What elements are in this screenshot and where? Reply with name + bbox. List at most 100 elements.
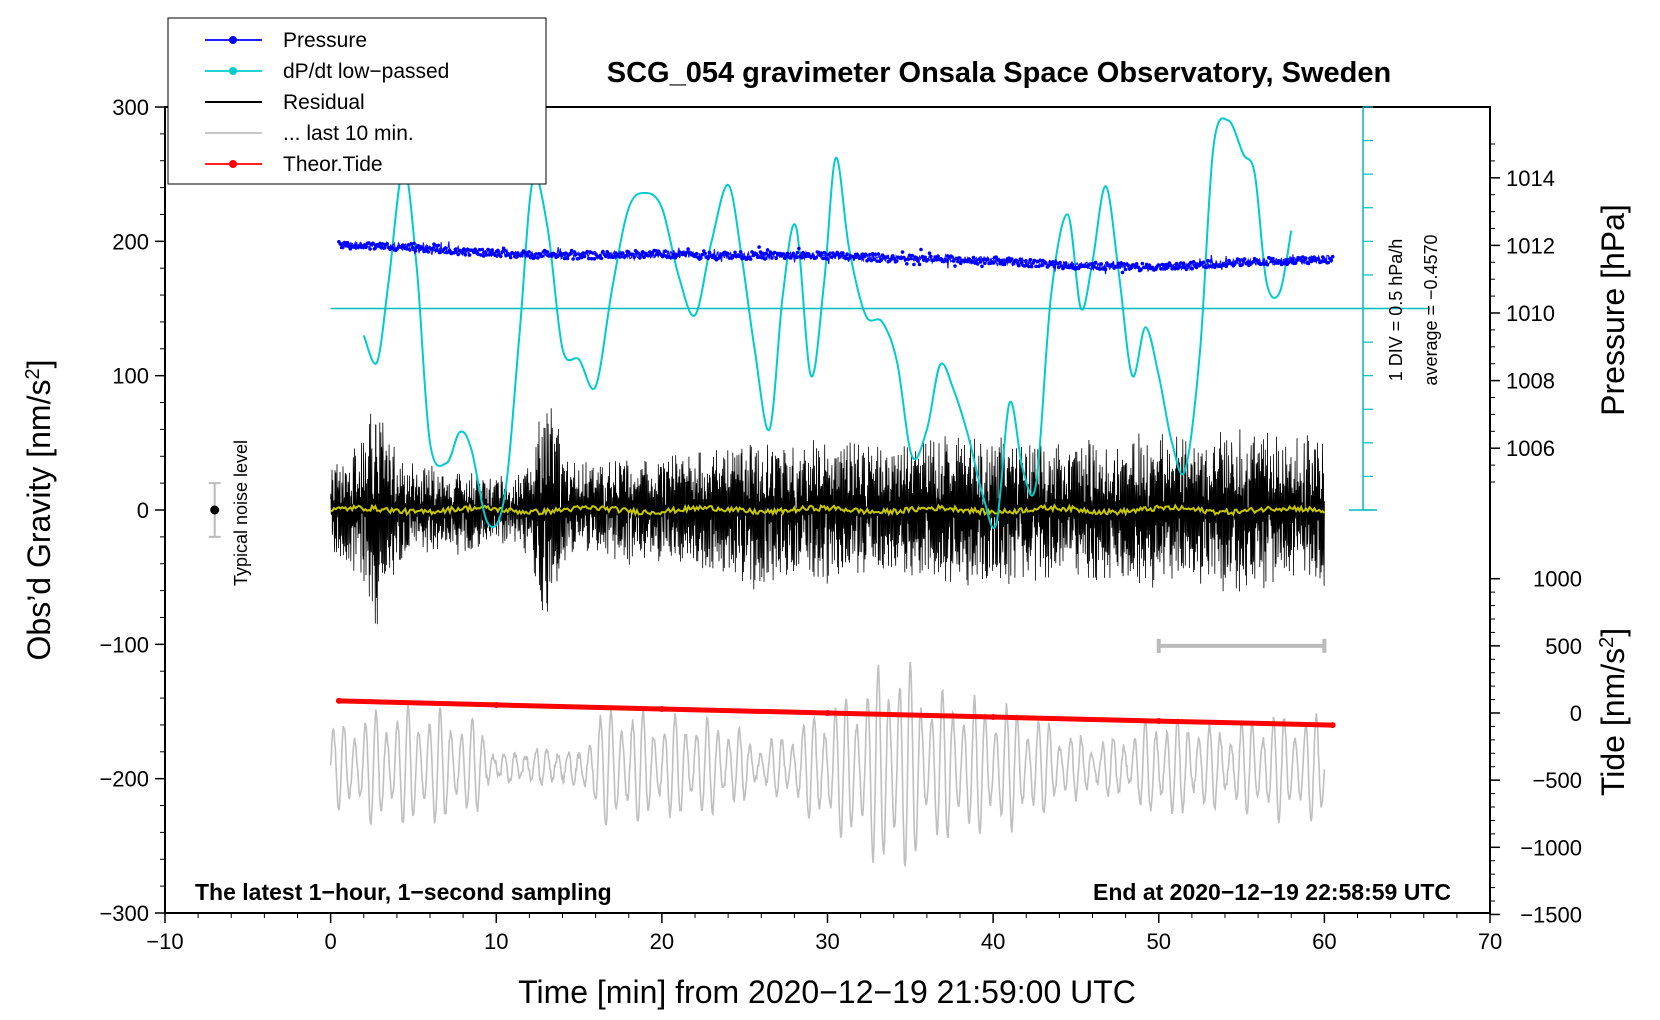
noise-center-dot	[210, 505, 220, 515]
bottom-right-note: End at 2020−12−19 22:58:59 UTC	[1093, 879, 1451, 905]
pressure-point	[550, 254, 554, 258]
last10-range-bar	[1156, 638, 1327, 653]
pressure-point	[1278, 259, 1282, 264]
pressure-point	[885, 255, 889, 260]
pressure-point	[768, 250, 773, 254]
pressure-point	[981, 257, 986, 262]
pressure-point	[621, 251, 625, 255]
pressure-point	[606, 252, 611, 256]
residual-line	[330, 408, 1325, 625]
pressure-point	[338, 242, 343, 246]
pressure-point	[763, 257, 767, 261]
pressure-point	[663, 249, 668, 253]
pressure-point	[706, 256, 710, 261]
pressure-point	[1242, 257, 1247, 261]
pressure-point	[408, 248, 412, 252]
pressure-point	[929, 254, 933, 259]
pressure-point	[381, 242, 385, 246]
pressure-point	[1058, 260, 1062, 265]
pressure-point	[819, 251, 824, 255]
x-tick-label: 10	[484, 929, 508, 954]
legend-label: Theor.Tide	[283, 153, 383, 176]
pressure-point	[1022, 264, 1027, 268]
pressure-point	[498, 254, 503, 259]
pressure-point	[951, 259, 956, 263]
pressure-tick-label: 1008	[1506, 369, 1555, 394]
pressure-point	[733, 250, 737, 255]
pressure-point	[765, 248, 770, 252]
pressure-point	[829, 255, 834, 259]
gravity-tick-label: −100	[99, 632, 149, 657]
pressure-point	[1208, 259, 1213, 263]
pressure-point	[599, 256, 604, 261]
pressure-point	[1103, 267, 1108, 272]
pressure-point	[1147, 263, 1152, 268]
gravity-tick-label: 0	[137, 498, 149, 523]
tide-axis-label: Tide [nm/s2]	[1595, 628, 1631, 796]
pressure-point	[1133, 265, 1138, 270]
pressure-point	[758, 250, 763, 254]
pressure-point	[868, 252, 872, 257]
pressure-point	[1119, 261, 1123, 265]
pressure-point	[1308, 256, 1312, 261]
pressure-point	[978, 260, 983, 264]
pressure-point	[841, 251, 845, 255]
theor-tide-point	[990, 714, 997, 721]
pressure-point	[922, 258, 926, 262]
pressure-point	[1052, 265, 1057, 269]
pressure-point	[1117, 264, 1122, 269]
pressure-point	[1173, 266, 1177, 271]
pressure-point	[1205, 258, 1210, 263]
pressure-point	[799, 255, 804, 260]
pressure-tick-label: 1010	[1506, 301, 1555, 326]
pressure-point	[1303, 256, 1308, 260]
pressure-point	[816, 250, 821, 255]
pressure-point	[533, 255, 537, 259]
pressure-point	[436, 243, 441, 248]
pressure-point	[342, 240, 347, 245]
pressure-point	[1076, 266, 1081, 271]
chart-title: SCG_054 gravimeter Onsala Space Observat…	[607, 57, 1391, 89]
pressure-point	[699, 256, 703, 260]
legend-marker	[229, 67, 237, 75]
pressure-point	[496, 248, 500, 253]
pressure-point	[456, 252, 461, 257]
pressure-point	[1316, 257, 1321, 262]
pressure-point	[486, 247, 490, 252]
pressure-point	[1299, 258, 1304, 263]
pressure-point	[587, 256, 591, 261]
pressure-point	[954, 256, 959, 261]
pressure-point	[1029, 264, 1034, 269]
gravity-tick-label: 300	[112, 95, 149, 120]
pressure-point	[585, 249, 590, 254]
pressure-point	[890, 254, 895, 258]
pressure-point	[977, 257, 981, 262]
pressure-point	[530, 252, 534, 257]
pressure-point	[639, 253, 644, 257]
pressure-point	[366, 241, 371, 245]
pressure-point	[1010, 257, 1014, 261]
tide-tick-label: −1500	[1520, 902, 1582, 927]
pressure-point	[1301, 255, 1305, 259]
theor-tide-point	[1329, 722, 1336, 729]
pressure-point	[1105, 261, 1109, 265]
pressure-point	[934, 258, 939, 262]
pressure-point	[1056, 265, 1061, 270]
pressure-point	[372, 247, 377, 251]
pressure-point	[1269, 259, 1274, 264]
pressure-point	[406, 243, 411, 247]
pressure-point	[1265, 262, 1270, 267]
pressure-point	[907, 253, 912, 258]
pressure-point	[975, 262, 980, 266]
smoothed-residual-series	[330, 502, 1326, 517]
pressure-point	[562, 256, 567, 261]
pressure-tick-label: 1014	[1506, 166, 1555, 191]
pressure-point	[636, 251, 641, 256]
pressure-point	[912, 262, 916, 267]
pressure-point	[1251, 260, 1255, 264]
pressure-point	[364, 245, 368, 250]
pressure-point	[467, 253, 472, 257]
pressure-point	[1035, 259, 1040, 264]
pressure-point	[866, 257, 871, 262]
pressure-point	[569, 248, 574, 253]
